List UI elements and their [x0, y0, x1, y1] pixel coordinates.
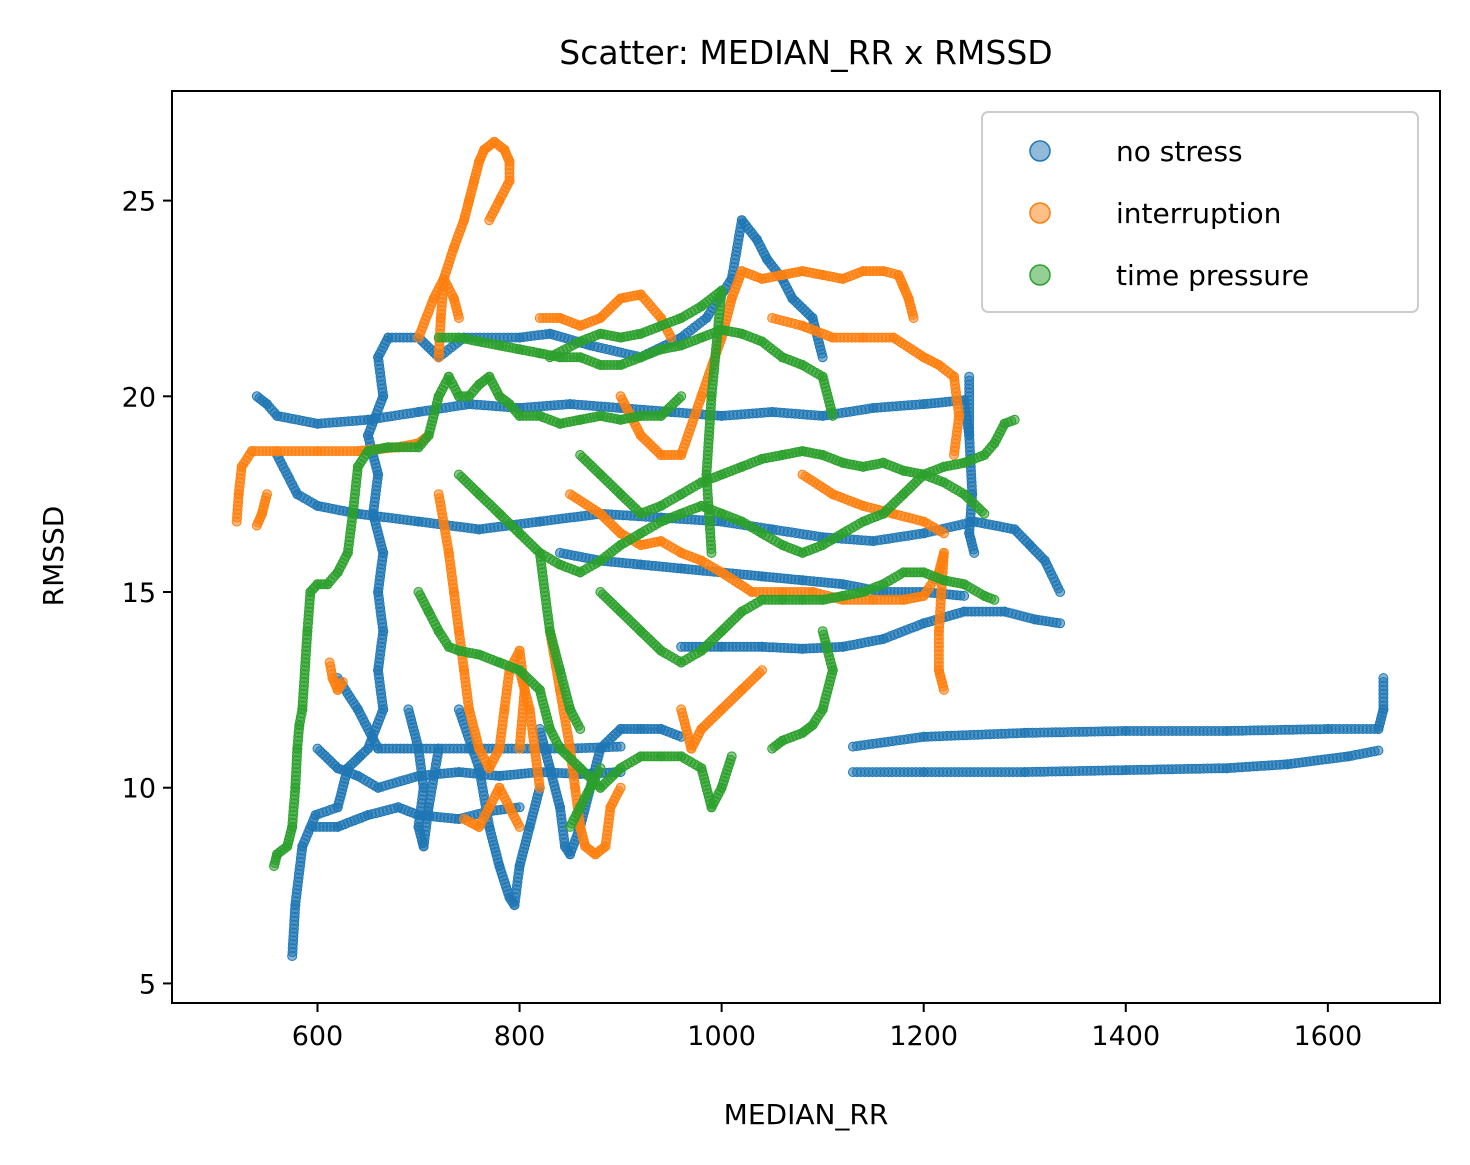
scatter-point [514, 821, 525, 832]
scatter-point [337, 677, 348, 687]
x-tick-label: 800 [494, 1021, 546, 1052]
legend-label-interruption: interruption [1116, 197, 1281, 230]
scatter-point [969, 547, 980, 558]
scatter-point [706, 547, 717, 558]
legend: no stress interruption time pressure [981, 111, 1419, 313]
legend-marker-interruption [1029, 202, 1051, 224]
y-tick-label: 10 [122, 774, 156, 805]
y-axis-label: RMSSD [37, 506, 70, 607]
legend-label-no-stress: no stress [1116, 135, 1243, 168]
x-tick-label: 1400 [1091, 1021, 1160, 1052]
scatter-point [938, 528, 949, 539]
scatter-point [1378, 673, 1389, 684]
scatter-point [817, 352, 828, 363]
scatter-point [615, 741, 626, 752]
scatter-point [908, 313, 919, 323]
scatter-point [1055, 587, 1066, 597]
scatter-point [534, 782, 545, 793]
legend-marker-no-stress [1029, 140, 1051, 162]
y-tick-label: 25 [122, 187, 156, 218]
scatter-point [595, 763, 606, 774]
scatter-point [938, 684, 949, 695]
scatter-point [615, 782, 626, 793]
scatter-point [453, 313, 464, 323]
scatter-point [514, 802, 525, 813]
scatter-point [979, 508, 990, 519]
scatter-point [514, 743, 525, 754]
scatter-point [1373, 745, 1384, 756]
x-tick-label: 1600 [1293, 1021, 1362, 1052]
scatter-point [949, 450, 959, 460]
scatter-point [989, 594, 1000, 605]
legend-label-time-pressure: time pressure [1116, 259, 1309, 292]
x-axis-label: MEDIAN_RR [724, 1098, 889, 1131]
scatter-point [433, 743, 444, 754]
scatter-point [959, 590, 970, 601]
scatter-point [726, 751, 737, 762]
scatter-point [262, 489, 272, 500]
scatter-point [666, 332, 677, 343]
scatter-point [484, 215, 495, 226]
legend-marker-time-pressure [1029, 264, 1051, 286]
y-tick-label: 15 [122, 578, 156, 609]
x-tick-label: 600 [292, 1021, 344, 1052]
x-tick-label: 1200 [889, 1021, 958, 1052]
data-points [231, 136, 1389, 961]
scatter-point [757, 665, 767, 676]
scatter-point [1009, 414, 1020, 425]
chart-title: Scatter: MEDIAN_RR x RMSSD [559, 33, 1052, 72]
scatter-point [817, 626, 828, 637]
x-tick-label: 1000 [687, 1021, 756, 1052]
y-tick-label: 20 [122, 382, 156, 413]
y-tick-label: 5 [139, 969, 156, 1000]
scatter-point [676, 391, 687, 402]
scatter-point [575, 724, 586, 734]
scatter-point [827, 410, 838, 421]
scatter-point [1055, 618, 1066, 629]
